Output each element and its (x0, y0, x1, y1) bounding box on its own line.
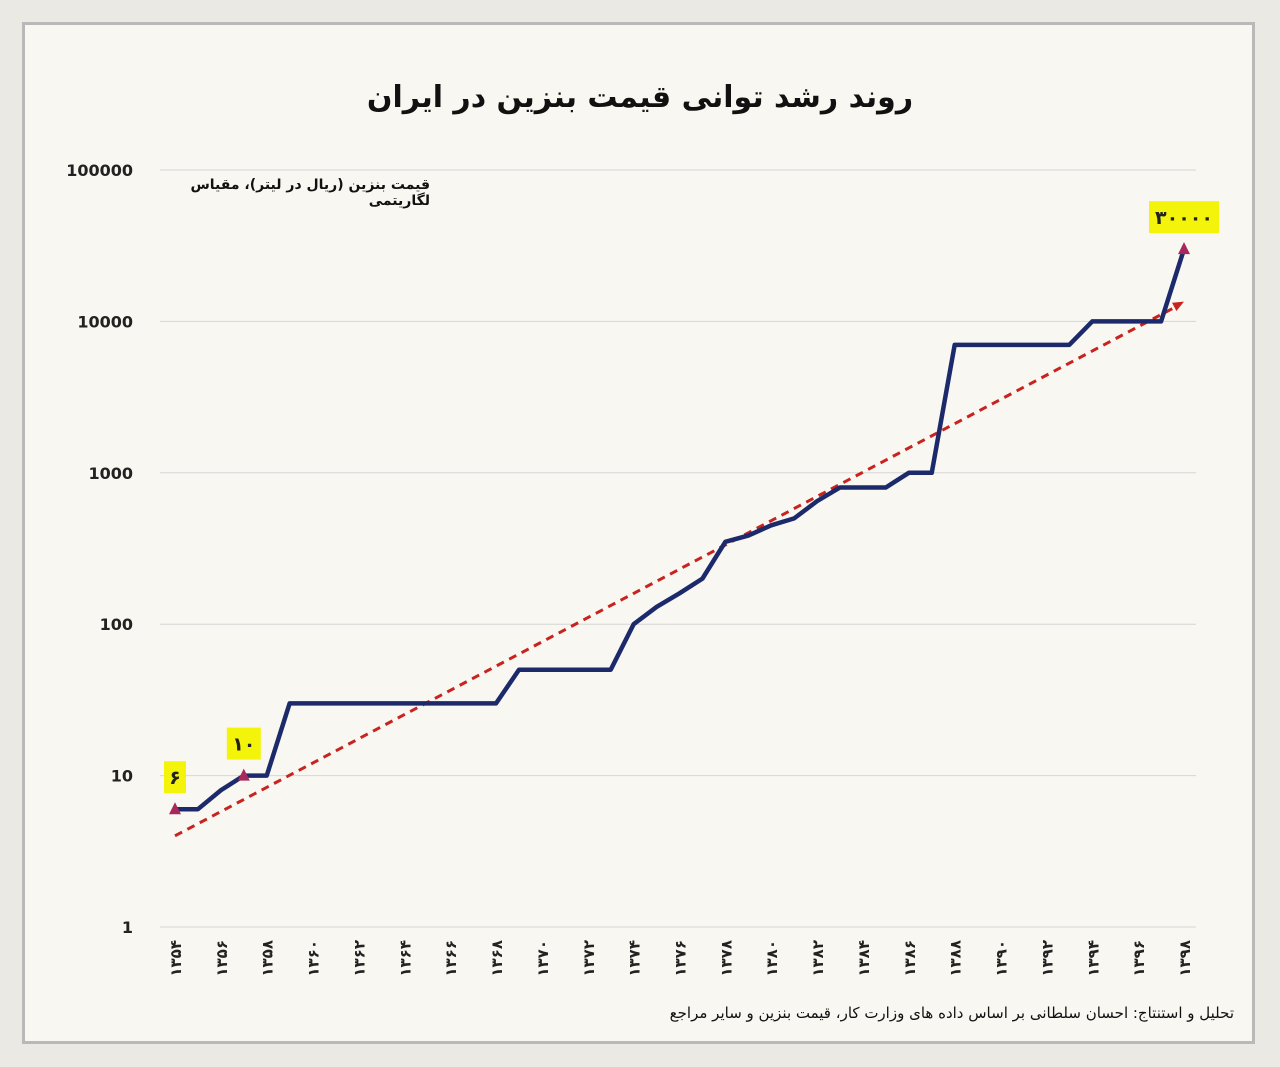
x-tick-label: ۱۳۷۲ (580, 940, 598, 977)
y-tick-labels: 1 10 100 1000 10000 100000 (66, 161, 133, 937)
x-tick-label: ۱۳۷۴ (626, 940, 644, 977)
x-tick-label: ۱۳۵۸ (259, 940, 277, 977)
y-tick-label: 100000 (66, 161, 133, 180)
y-tick-label: 1 (122, 918, 133, 937)
y-tick-label: 100 (100, 615, 133, 634)
x-tick-label: ۱۳۷۶ (672, 940, 690, 977)
x-tick-label: ۱۳۶۰ (305, 940, 323, 977)
trendline-arrowhead (1172, 301, 1184, 311)
trendline-group (174, 301, 1184, 838)
x-tick-label: ۱۳۹۰ (993, 940, 1011, 977)
y-tick-label: 10000 (77, 312, 133, 331)
x-tick-label: ۱۳۸۰ (763, 940, 781, 977)
x-tick-label: ۱۳۸۶ (901, 940, 919, 977)
y-tick-label: 10 (111, 767, 133, 786)
series-line (175, 248, 1187, 812)
x-tick-label: ۱۳۹۶ (1130, 940, 1148, 977)
chart-title: روند رشد توانی قیمت بنزین در ایران (366, 80, 914, 115)
y-axis-label: قیمت بنزین (ریال در لیتر)، مقیاس لگاریتم… (190, 177, 430, 209)
callout-label: ۶ (169, 767, 181, 789)
trendline (174, 304, 1179, 838)
x-tick-label: ۱۳۶۶ (442, 940, 460, 977)
callout-label: ۳۰۰۰۰ (1155, 207, 1213, 229)
y-tick-label: 1000 (88, 464, 133, 483)
x-tick-label: ۱۳۹۸ (1176, 940, 1194, 977)
x-tick-label: ۱۳۹۲ (1038, 940, 1056, 977)
x-tick-label: ۱۳۷۸ (717, 940, 735, 977)
x-tick-label: ۱۳۹۴ (1084, 940, 1102, 977)
callout-group: ۶ ۱۰ ۳۰۰۰۰ (164, 201, 1219, 815)
x-tick-label: ۱۳۵۶ (213, 940, 231, 977)
x-tick-label: ۱۳۸۴ (855, 940, 873, 977)
callout-marker (169, 802, 181, 815)
chart-frame (22, 22, 1255, 1044)
gridlines (160, 169, 1196, 928)
x-tick-label: ۱۳۸۸ (947, 940, 965, 977)
x-tick-label: ۱۳۸۲ (809, 940, 827, 977)
callout-highlight (226, 727, 261, 760)
series-group (174, 248, 1187, 812)
callout-highlight (164, 761, 186, 794)
x-tick-labels: ۱۳۵۴ ۱۳۵۶ ۱۳۵۸ ۱۳۶۰ ۱۳۶۲ ۱۳۶۴ ۱۳۶۶ ۱۳۶۸ ۱۳۷۰ ۱۳۷۲… (167, 940, 1194, 977)
x-tick-label: ۱۳۶۲ (350, 940, 368, 977)
callout-highlight (1149, 201, 1219, 234)
x-tick-label: ۱۳۵۴ (167, 940, 185, 977)
callout-marker (237, 768, 250, 781)
x-tick-label: ۱۳۷۰ (534, 940, 552, 977)
x-tick-label: ۱۳۶۴ (396, 940, 414, 977)
callout-marker (1178, 242, 1190, 255)
source-note: تحلیل و استنتاج: احسان سلطانی بر اساس دا… (669, 1004, 1234, 1022)
callout-label: ۱۰ (232, 734, 255, 756)
x-tick-label: ۱۳۶۸ (488, 940, 506, 977)
